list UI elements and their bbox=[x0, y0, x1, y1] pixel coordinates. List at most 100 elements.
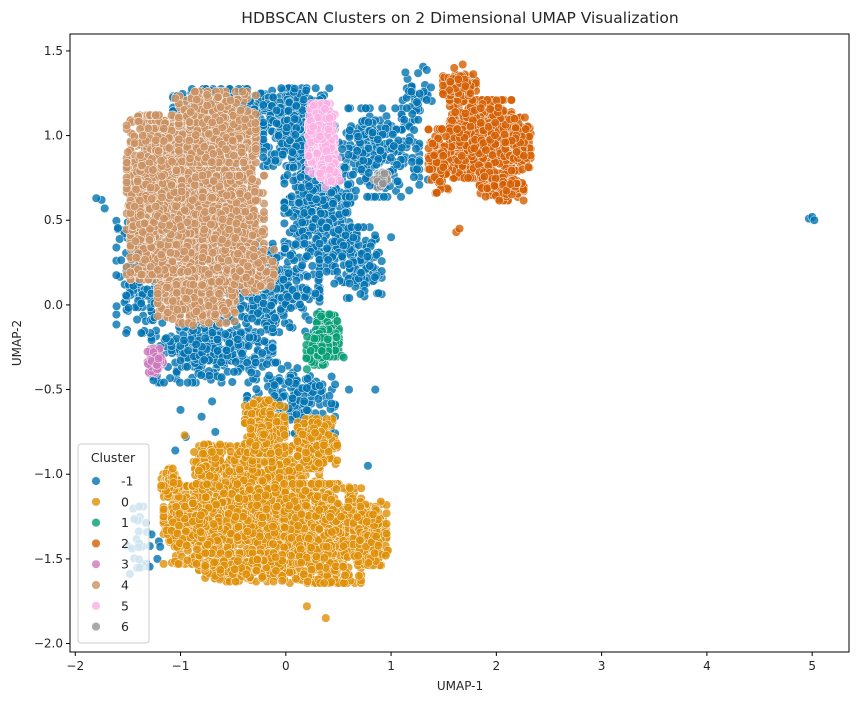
data-point-cluster--1 bbox=[295, 299, 305, 310]
data-point-cluster--1 bbox=[374, 288, 384, 298]
data-point-cluster-0 bbox=[299, 569, 309, 579]
data-point-cluster-0 bbox=[191, 559, 202, 569]
data-point-cluster--1 bbox=[244, 332, 255, 343]
data-point-cluster--1 bbox=[279, 203, 289, 213]
data-point-cluster--1 bbox=[344, 293, 354, 303]
data-point-cluster--1 bbox=[115, 234, 125, 244]
data-point-cluster--1 bbox=[338, 241, 348, 251]
data-point-cluster--1 bbox=[329, 279, 339, 289]
data-point-cluster--1 bbox=[390, 103, 400, 113]
data-point-cluster--1 bbox=[271, 358, 281, 368]
data-point-cluster--1 bbox=[264, 371, 274, 381]
data-point-cluster-0 bbox=[313, 491, 323, 501]
data-point-cluster--1 bbox=[302, 405, 312, 415]
data-point-cluster--1 bbox=[351, 186, 361, 196]
data-point-cluster--1 bbox=[175, 355, 186, 365]
data-point-cluster--1 bbox=[344, 385, 354, 395]
data-point-cluster--1 bbox=[314, 239, 325, 249]
data-point-cluster--1 bbox=[386, 153, 396, 163]
data-point-cluster--1 bbox=[363, 117, 374, 127]
data-point-cluster--1 bbox=[216, 357, 226, 367]
data-point-cluster--1 bbox=[246, 367, 256, 377]
data-point-cluster--1 bbox=[404, 136, 414, 146]
data-point-cluster--1 bbox=[322, 267, 332, 277]
data-point-cluster--1 bbox=[353, 132, 363, 142]
data-point-cluster-0 bbox=[196, 510, 206, 520]
data-point-cluster--1 bbox=[297, 260, 307, 270]
data-point-cluster-0 bbox=[259, 457, 269, 467]
data-point-cluster--1 bbox=[303, 374, 313, 384]
data-point-cluster--1 bbox=[303, 271, 313, 281]
data-point-cluster--1 bbox=[344, 259, 354, 269]
data-point-cluster--1 bbox=[299, 95, 309, 105]
data-point-cluster--1 bbox=[400, 67, 410, 77]
data-point-cluster--1 bbox=[322, 243, 332, 253]
data-point-cluster--1 bbox=[124, 303, 134, 313]
data-point-cluster-0 bbox=[280, 523, 290, 533]
data-point-cluster-0 bbox=[325, 512, 335, 522]
data-point-cluster--1 bbox=[291, 239, 301, 249]
data-point-cluster-0 bbox=[311, 551, 321, 561]
data-point-cluster--1 bbox=[373, 154, 383, 164]
data-point-cluster--1 bbox=[183, 346, 193, 356]
data-point-cluster-0 bbox=[242, 526, 252, 537]
data-point-cluster-0 bbox=[268, 522, 278, 532]
data-point-cluster-0 bbox=[306, 543, 316, 553]
data-point-cluster-0 bbox=[209, 519, 219, 529]
data-point-cluster--1 bbox=[278, 275, 288, 285]
data-point-cluster--1 bbox=[344, 192, 355, 202]
data-point-cluster-0 bbox=[234, 493, 244, 503]
data-point-cluster--1 bbox=[291, 101, 301, 111]
data-point-cluster--1 bbox=[297, 217, 307, 228]
data-point-cluster-0 bbox=[282, 457, 292, 467]
data-point-cluster--1 bbox=[257, 348, 267, 358]
data-point-cluster--1 bbox=[375, 146, 386, 156]
data-point-cluster--1 bbox=[330, 379, 340, 389]
data-point-cluster-0 bbox=[339, 578, 349, 588]
data-point-cluster--1 bbox=[413, 68, 423, 78]
data-point-cluster--1 bbox=[379, 192, 389, 202]
data-point-cluster--1 bbox=[288, 393, 298, 403]
data-point-cluster-0 bbox=[354, 571, 364, 581]
data-point-cluster--1 bbox=[251, 358, 261, 368]
data-point-cluster--1 bbox=[237, 349, 247, 359]
data-point-cluster--1 bbox=[266, 300, 276, 311]
data-point-cluster-0 bbox=[319, 553, 329, 563]
data-point-cluster--1 bbox=[307, 261, 317, 271]
data-point-cluster--1 bbox=[233, 334, 243, 344]
data-point-cluster--1 bbox=[155, 542, 165, 552]
data-point-cluster--1 bbox=[300, 239, 310, 249]
data-point-cluster-0 bbox=[232, 479, 242, 489]
data-point-cluster-0 bbox=[201, 492, 211, 502]
data-point-cluster--1 bbox=[279, 179, 289, 189]
data-point-cluster-0 bbox=[284, 501, 294, 511]
data-point-cluster-0 bbox=[188, 498, 198, 508]
data-point-cluster--1 bbox=[113, 223, 123, 233]
data-point-cluster-0 bbox=[295, 479, 305, 489]
data-point-cluster--1 bbox=[231, 357, 241, 367]
data-point-cluster--1 bbox=[422, 95, 432, 105]
data-point-cluster--1 bbox=[196, 370, 206, 380]
data-point-cluster--1 bbox=[258, 152, 268, 162]
data-point-cluster-0 bbox=[272, 502, 282, 512]
data-point-cluster--1 bbox=[311, 194, 321, 204]
data-point-cluster--1 bbox=[121, 328, 131, 338]
data-point-cluster--1 bbox=[404, 185, 414, 195]
data-point-cluster--1 bbox=[353, 222, 363, 232]
data-point-cluster-0 bbox=[284, 466, 294, 476]
data-point-cluster--1 bbox=[396, 192, 406, 202]
data-point-cluster--1 bbox=[170, 445, 180, 456]
data-point-cluster-0 bbox=[211, 499, 221, 510]
data-point-cluster--1 bbox=[111, 242, 121, 253]
data-point-cluster--1 bbox=[310, 288, 320, 298]
data-point-cluster--1 bbox=[197, 412, 207, 422]
data-point-cluster--1 bbox=[371, 250, 381, 260]
data-point-cluster-0 bbox=[195, 527, 206, 537]
data-point-cluster--1 bbox=[301, 85, 311, 95]
data-point-cluster-0 bbox=[327, 527, 337, 537]
data-point-cluster-0 bbox=[159, 559, 169, 569]
data-point-cluster--1 bbox=[337, 251, 347, 261]
data-point-cluster--1 bbox=[302, 251, 312, 261]
data-point-cluster--1 bbox=[299, 208, 309, 218]
data-point-cluster--1 bbox=[411, 144, 421, 154]
